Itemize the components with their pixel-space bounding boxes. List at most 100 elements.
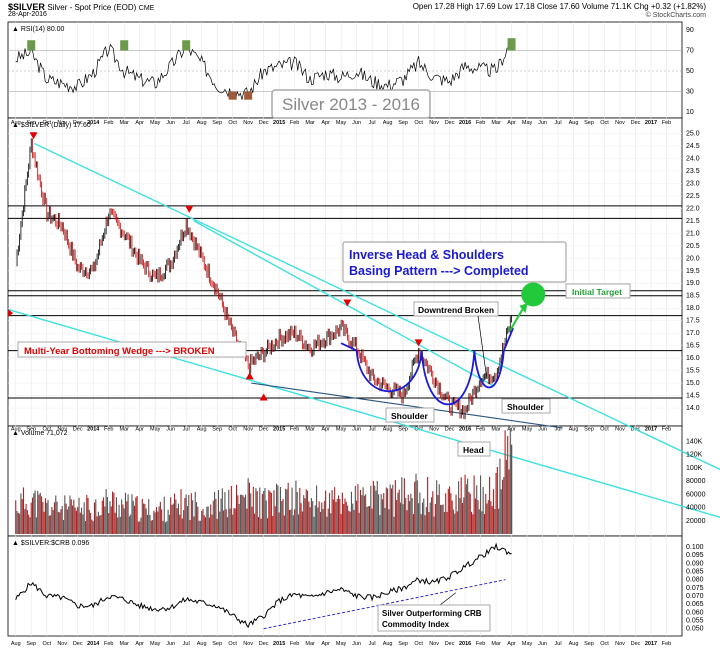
x-tick-label: Feb (104, 120, 113, 126)
close-label: Close (536, 2, 558, 11)
volume-label: Volume (581, 2, 609, 11)
price-y-tick: 22.5 (686, 193, 700, 200)
price-y-tick: 23.0 (686, 180, 700, 187)
signal-marker (343, 299, 352, 307)
x-tick-label: Dec (259, 120, 269, 126)
ratio-y-tick: 0.065 (686, 601, 704, 608)
symbol: $SILVER (8, 2, 45, 12)
x-tick-label: Mar (305, 641, 315, 647)
x-tick-label: Apr (507, 641, 516, 647)
left-shoulder-label: Shoulder (391, 411, 429, 421)
head-curve (420, 350, 476, 406)
downtrend-label: Downtrend Broken (418, 305, 494, 315)
price-y-tick: 23.5 (686, 168, 700, 175)
wedge-support-line (251, 382, 563, 429)
x-tick-label: Nov (243, 427, 253, 433)
x-tick-label: Nov (615, 120, 625, 126)
x-tick-label: Jul (369, 641, 376, 647)
signal-marker (414, 339, 423, 347)
x-tick-label: Dec (259, 641, 269, 647)
price-y-tick: 19.5 (686, 268, 700, 275)
x-tick-label: Jun (166, 641, 175, 647)
x-tick-label: Feb (290, 427, 299, 433)
volume-y-tick: 140K (686, 438, 703, 445)
price-y-tick: 15.0 (686, 380, 700, 387)
x-tick-label: Nov (429, 641, 439, 647)
x-tick-label: Jul (369, 120, 376, 126)
ratio-note-line-2: Commodity Index (382, 620, 450, 629)
symbol-title: $SILVER Silver - Spot Price (EOD) CME (8, 2, 154, 12)
ratio-y-tick: 0.050 (686, 626, 704, 633)
x-tick-label: Oct (600, 641, 609, 647)
price-y-tick: 19.0 (686, 280, 700, 287)
x-tick-label: Aug (383, 641, 393, 647)
x-tick-label: Aug (569, 120, 579, 126)
x-tick-label: Mar (119, 120, 129, 126)
signal-marker (245, 372, 254, 380)
x-tick-label: Feb (476, 427, 485, 433)
initial-target-box (565, 283, 631, 299)
x-tick-label: Mar (119, 427, 129, 433)
rsi-y-tick: 50 (686, 68, 694, 75)
x-tick-label: Feb (290, 641, 299, 647)
x-tick-label: 2015 (273, 120, 285, 126)
price-y-tick: 16.0 (686, 355, 700, 362)
x-tick-label: Feb (104, 427, 113, 433)
x-tick-label: Nov (615, 641, 625, 647)
x-tick-label: Aug (383, 427, 393, 433)
open-value: 17.28 (434, 2, 455, 11)
ratio-pointer (439, 592, 456, 606)
x-tick-label: Nov (429, 120, 439, 126)
x-tick-label: Nov (615, 427, 625, 433)
x-tick-label: Aug (197, 427, 207, 433)
ratio-trendline (263, 579, 506, 630)
x-tick-label: Nov (57, 641, 67, 647)
x-tick-label: Oct (600, 427, 609, 433)
price-y-tick: 17.0 (686, 330, 700, 337)
x-tick-label: Mar (305, 427, 315, 433)
x-tick-label: Nov (57, 120, 67, 126)
rsi-overbought-fill (27, 40, 36, 51)
x-tick-label: 2014 (87, 641, 100, 647)
x-tick-label: Jul (183, 120, 190, 126)
price-y-tick: 18.5 (686, 293, 700, 300)
rsi-oversold-fill (244, 91, 253, 100)
rsi-y-tick: 10 (686, 109, 694, 116)
x-tick-label: May (522, 120, 533, 126)
downtrend-box (413, 301, 499, 317)
x-tick-label: Jul (369, 427, 376, 433)
chart-title: Silver 2013 - 2016 (282, 95, 420, 114)
volume-value: 71.1K (610, 2, 632, 11)
x-tick-label: Sep (26, 120, 36, 126)
volume-y-tick: 60000 (686, 491, 706, 498)
panel-frame-ratio (7, 535, 683, 637)
x-tick-label: Sep (398, 120, 408, 126)
x-tick-label: Oct (42, 120, 51, 126)
ratio-note-box (377, 604, 491, 632)
x-tick-label: Sep (212, 120, 222, 126)
ratio-line (15, 542, 512, 629)
price-y-tick: 25.0 (686, 130, 700, 137)
ratio-y-tick: 0.100 (686, 544, 704, 551)
x-tick-label: Sep (584, 120, 594, 126)
price-y-tick: 18.0 (686, 305, 700, 312)
x-tick-label: Dec (73, 641, 83, 647)
ratio-y-tick: 0.090 (686, 560, 704, 567)
price-y-tick: 14.5 (686, 393, 700, 400)
ratio-y-tick: 0.085 (686, 568, 704, 575)
signal-marker (259, 393, 268, 401)
ratio-y-tick: 0.075 (686, 585, 704, 592)
x-tick-label: Jun (538, 641, 547, 647)
rsi-overbought-fill (120, 40, 129, 51)
x-tick-label: Dec (445, 641, 455, 647)
trendline-upper (34, 142, 720, 471)
chart-date: 28-Apr-2016 (8, 11, 47, 18)
x-tick-label: Feb (662, 120, 671, 126)
close-value: 17.60 (559, 2, 580, 11)
trendline-downtrend (193, 220, 494, 387)
x-tick-label: Dec (445, 427, 455, 433)
x-tick-label: Feb (662, 641, 671, 647)
x-tick-label: Sep (584, 641, 594, 647)
x-tick-label: Sep (212, 427, 222, 433)
x-tick-label: Jul (183, 641, 190, 647)
